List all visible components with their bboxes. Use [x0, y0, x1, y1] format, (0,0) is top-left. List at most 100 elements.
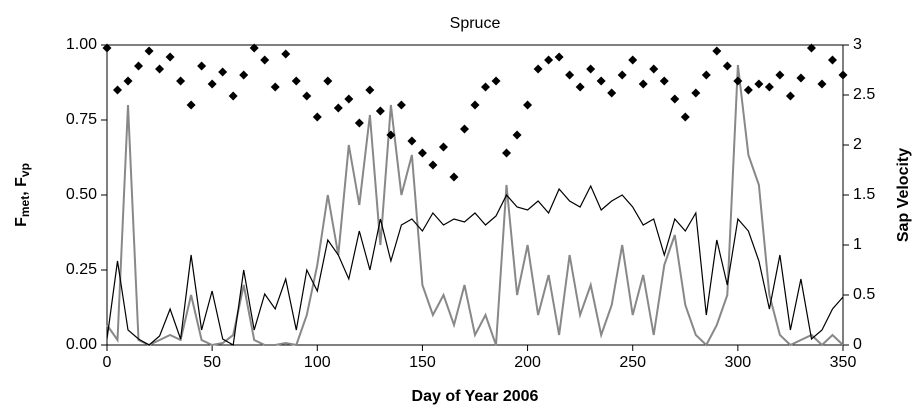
- point: [628, 55, 638, 65]
- point: [470, 100, 480, 110]
- point: [680, 112, 690, 122]
- point: [754, 79, 764, 89]
- point: [817, 79, 827, 89]
- x-axis-label: Day of Year 2006: [412, 388, 539, 405]
- y2-tick-label: 2.5: [853, 86, 875, 103]
- x-tick-label: 150: [409, 354, 436, 371]
- point: [396, 100, 406, 110]
- x-tick-label: 200: [514, 354, 541, 371]
- point: [260, 55, 270, 65]
- point: [586, 64, 596, 74]
- line: [106, 64, 844, 347]
- point: [323, 76, 333, 86]
- y2-tick-label: 1: [853, 236, 862, 253]
- point: [312, 112, 322, 122]
- y-label-part: , F: [13, 177, 30, 196]
- x-tick-label: 100: [304, 354, 331, 371]
- point: [438, 142, 448, 152]
- point: [743, 85, 753, 95]
- y2-tick-label: 0.5: [853, 286, 875, 303]
- point: [344, 94, 354, 104]
- point: [764, 82, 774, 92]
- point: [722, 61, 732, 71]
- point: [502, 148, 512, 158]
- x-tick-label: 50: [203, 354, 221, 371]
- x-tick-label: 0: [103, 354, 112, 371]
- y-tick-label: 1.00: [66, 36, 97, 53]
- point: [481, 82, 491, 92]
- point: [176, 76, 186, 86]
- chart-title: Spruce: [450, 15, 501, 32]
- point: [354, 118, 364, 128]
- point: [596, 76, 606, 86]
- point: [144, 46, 154, 56]
- point: [544, 55, 554, 65]
- point: [186, 100, 196, 110]
- y2-tick-label: 2: [853, 136, 862, 153]
- point: [785, 91, 795, 101]
- point: [491, 76, 501, 86]
- point: [838, 70, 848, 80]
- y-tick-label: 0.00: [66, 336, 97, 353]
- point: [207, 79, 217, 89]
- point: [270, 82, 280, 92]
- point: [691, 88, 701, 98]
- point: [239, 70, 249, 80]
- point: [155, 64, 165, 74]
- point: [806, 43, 816, 53]
- point: [565, 70, 575, 80]
- y-tick-label: 0.50: [66, 186, 97, 203]
- point: [102, 43, 112, 53]
- point: [302, 91, 312, 101]
- point: [733, 76, 743, 86]
- y-tick-label: 0.75: [66, 111, 97, 128]
- point: [649, 64, 659, 74]
- point: [575, 82, 585, 92]
- point: [123, 76, 133, 86]
- point: [607, 88, 617, 98]
- point: [638, 79, 648, 89]
- point: [554, 52, 564, 62]
- x-tick-label: 350: [830, 354, 857, 371]
- line: [106, 184, 844, 346]
- y2-tick-label: 3: [853, 36, 862, 53]
- point: [449, 172, 459, 182]
- point: [281, 49, 291, 59]
- point: [333, 103, 343, 113]
- point: [796, 73, 806, 83]
- point: [775, 70, 785, 80]
- point: [512, 130, 522, 140]
- point: [249, 43, 259, 53]
- point: [670, 94, 680, 104]
- point: [375, 106, 385, 116]
- point: [407, 136, 417, 146]
- y-label-sub: met: [18, 196, 32, 217]
- point: [712, 46, 722, 56]
- point: [417, 148, 427, 158]
- point: [701, 70, 711, 80]
- x-tick-label: 300: [725, 354, 752, 371]
- point: [134, 61, 144, 71]
- point: [197, 61, 207, 71]
- y-tick-label: 0.25: [66, 261, 97, 278]
- point: [827, 55, 837, 65]
- point: [113, 85, 123, 95]
- point: [291, 76, 301, 86]
- point: [428, 160, 438, 170]
- point: [228, 91, 238, 101]
- y-axis-label: Fmet, Fvp: [13, 163, 32, 227]
- point: [165, 52, 175, 62]
- point: [365, 85, 375, 95]
- y-label-sub: vp: [18, 163, 32, 177]
- point: [533, 64, 543, 74]
- point: [459, 124, 469, 134]
- y2-axis-label: Sap Velocity: [895, 148, 912, 242]
- point: [386, 130, 396, 140]
- point: [659, 76, 669, 86]
- point: [523, 100, 533, 110]
- point: [617, 70, 627, 80]
- point: [218, 67, 228, 77]
- y2-tick-label: 1.5: [853, 186, 875, 203]
- y-label-part: F: [13, 217, 30, 227]
